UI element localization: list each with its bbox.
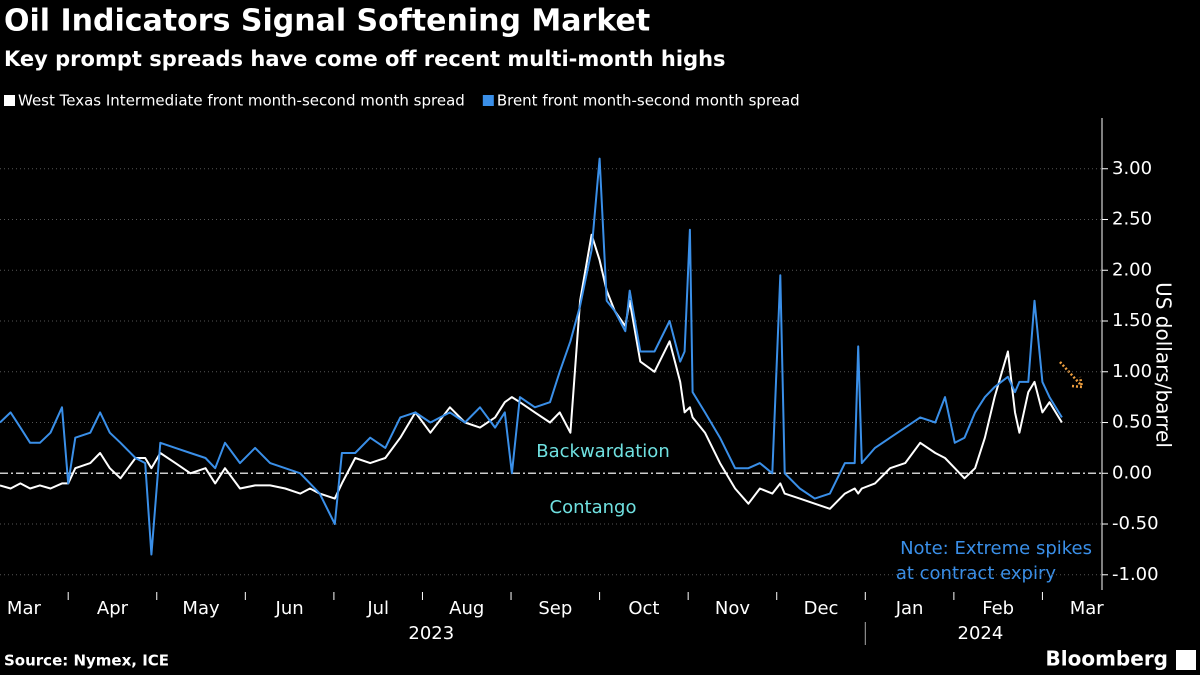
y-tick-label: 2.00	[1112, 259, 1152, 280]
annotation: Contango	[550, 497, 637, 518]
y-tick-label: 0.00	[1112, 462, 1152, 483]
x-tick-label: Mar	[1070, 598, 1105, 619]
x-tick-label: Aug	[449, 598, 484, 619]
x-tick-label: Apr	[97, 598, 129, 619]
annotation: at contract expiry	[896, 563, 1057, 584]
arrow	[1059, 361, 1081, 385]
y-tick-label: 3.00	[1112, 158, 1152, 179]
x-tick-label: Nov	[715, 598, 750, 619]
brand: Bloomberg	[1046, 647, 1168, 671]
chart-title: Oil Indicators Signal Softening Market	[4, 4, 650, 39]
x-tick-label: Oct	[628, 598, 659, 619]
x-tick-label: Jul	[366, 598, 389, 619]
y-tick-label: 2.50	[1112, 209, 1152, 230]
x-tick-label: May	[182, 598, 220, 619]
y-tick-label: -1.00	[1112, 564, 1159, 585]
annotation: Note: Extreme spikes	[900, 538, 1092, 559]
legend-label: Brent front month-second month spread	[497, 92, 800, 110]
legend-swatch	[4, 95, 15, 106]
chart-subtitle: Key prompt spreads have come off recent …	[4, 47, 726, 71]
x-tick-label: Feb	[982, 598, 1014, 619]
series-line	[0, 157, 1063, 556]
x-tick-label: Sep	[538, 598, 572, 619]
x-tick-label: Mar	[7, 598, 42, 619]
brand-icon	[1176, 650, 1196, 670]
y-tick-label: 1.00	[1112, 361, 1152, 382]
x2-tick-label: 2024	[958, 623, 1004, 644]
legend-label: West Texas Intermediate front month-seco…	[18, 92, 465, 110]
y-axis-title: US dollars/barrel	[1152, 282, 1176, 448]
x-tick-label: Jun	[275, 598, 304, 619]
x-tick-label: Dec	[804, 598, 839, 619]
source: Source: Nymex, ICE	[4, 652, 169, 670]
legend-swatch	[482, 95, 494, 106]
y-tick-label: -0.50	[1112, 513, 1159, 534]
x2-tick-label: 2023	[408, 623, 454, 644]
y-tick-label: 1.50	[1112, 310, 1152, 331]
annotation: Backwardation	[536, 441, 669, 462]
arrow-head	[1071, 376, 1084, 389]
y-tick-label: 0.50	[1112, 412, 1152, 433]
x-tick-label: Jan	[895, 598, 924, 619]
